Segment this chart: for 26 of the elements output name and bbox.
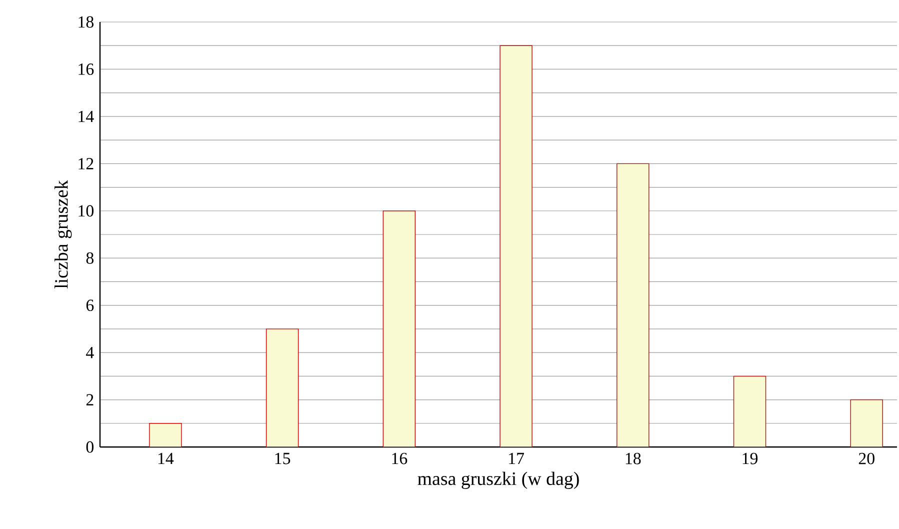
y-tick-label: 8 [86, 252, 94, 264]
bar [500, 45, 532, 447]
bar [149, 423, 182, 447]
x-tick-label: 18 [626, 452, 641, 464]
y-tick-label: 16 [78, 64, 94, 75]
x-tick-label: 20 [858, 452, 874, 464]
bar [382, 210, 416, 447]
bar [616, 163, 650, 447]
y-tick-label: 6 [86, 300, 94, 312]
x-tick-label: 16 [392, 452, 408, 464]
y-tick-label: 0 [86, 441, 94, 453]
y-tick-label: 10 [78, 205, 94, 217]
y-tick-label: 14 [78, 110, 94, 122]
bar [733, 376, 766, 447]
y-tick-label: 4 [86, 346, 94, 358]
x-tick-label: 15 [275, 452, 290, 464]
y-tick-label: 2 [86, 394, 94, 406]
x-tick-label: 17 [509, 452, 524, 464]
bar [850, 399, 883, 447]
y-axis-title: liczba gruszek [54, 180, 72, 289]
x-tick-label: 14 [158, 452, 174, 464]
y-tick-label: 12 [78, 158, 94, 170]
bar [266, 328, 299, 447]
y-tick-label: 18 [78, 16, 94, 28]
x-tick-label: 19 [742, 452, 758, 464]
x-axis-title: masa gruszki (w dag) [418, 472, 579, 489]
